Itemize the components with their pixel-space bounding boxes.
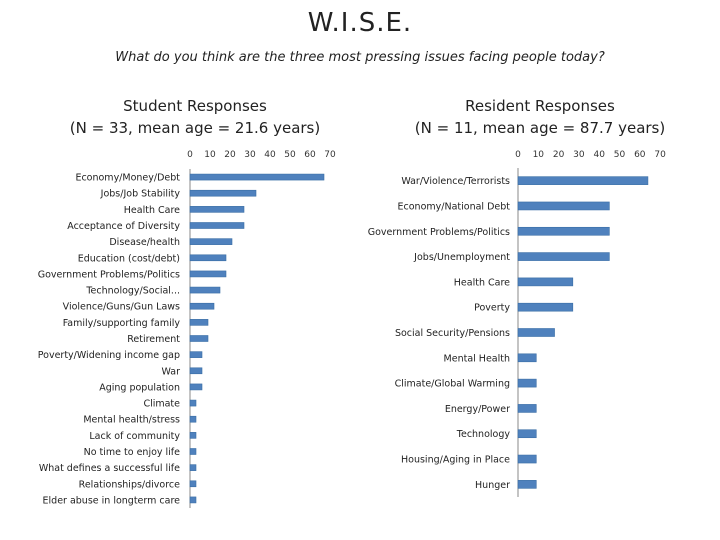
resident-chart-subtitle: (N = 11, mean age = 87.7 years) [414,119,666,137]
student-category-label: Climate [143,399,180,410]
resident-bar [517,176,649,185]
student-tick-label: 10 [204,150,216,160]
student-category-label: Violence/Guns/Gun Laws [63,302,180,313]
student-category-label: Poverty/Widening income gap [38,350,180,361]
resident-bar [517,378,537,388]
student-tick-label: 70 [324,150,336,160]
resident-bar [517,302,574,312]
student-bar [189,383,203,391]
resident-category-label: Social Security/Pensions [395,328,510,339]
resident-category-label: Hunger [475,480,510,491]
student-category-label: Government Problems/Politics [38,269,180,280]
resident-tick-label: 40 [593,150,605,160]
student-category-label: Family/supporting family [63,318,181,329]
resident-tick-label: 30 [573,150,585,160]
student-bar [189,335,209,342]
resident-category-label: War/Violence/Terrorists [401,176,510,187]
student-bar [189,302,215,310]
student-category-label: Mental health/stress [83,415,180,426]
student-category-label: Relationships/divorce [79,479,180,490]
survey-question: What do you think are the three most pre… [115,50,605,65]
resident-tick-label: 0 [515,150,521,160]
resident-bar [517,277,574,287]
resident-bar [517,429,537,439]
resident-bar [517,226,610,236]
student-chart-title: Student Responses [123,97,267,115]
student-bar [189,415,197,423]
student-category-label: Jobs/Job Stability [100,189,181,200]
resident-bar [517,328,555,337]
resident-category-label: Mental Health [444,353,510,364]
resident-tick-label: 10 [533,150,545,160]
student-bar [189,189,257,197]
student-category-label: Education (cost/debt) [78,253,180,264]
student-category-label: Aging population [99,382,180,393]
resident-tick-label: 50 [614,150,626,160]
resident-bar [517,454,537,464]
resident-category-label: Housing/Aging in Place [401,455,510,466]
resident-chart-title: Resident Responses [465,97,615,115]
student-category-label: Technology/Social... [85,286,180,297]
student-bar [189,319,209,326]
resident-chart-heading: Resident Responses (N = 11, mean age = 8… [380,95,700,139]
resident-tick-label: 60 [634,150,646,160]
student-category-label: Economy/Money/Debt [75,173,180,184]
student-category-label: No time to enjoy life [84,447,181,458]
student-tick-label: 60 [304,150,316,160]
resident-category-label: Technology [456,429,511,440]
student-category-label: Lack of community [89,431,180,442]
student-category-label: Elder abuse in longterm care [43,495,181,506]
resident-bar [517,252,610,261]
student-bar [189,351,203,358]
resident-category-label: Health Care [454,277,510,288]
student-tick-label: 50 [284,150,296,160]
resident-bar [517,480,537,489]
student-bar [189,367,203,375]
student-chart-subtitle: (N = 33, mean age = 21.6 years) [69,119,321,137]
resident-category-label: Poverty [474,303,510,314]
student-category-label: Disease/health [109,237,180,248]
student-bar [189,254,227,262]
student-bar [189,432,197,439]
student-category-label: Retirement [127,334,180,345]
resident-bar [517,201,610,211]
resident-category-label: Economy/National Debt [398,201,511,212]
student-bar [189,448,197,455]
resident-tick-label: 20 [553,150,565,160]
student-bar [189,270,227,278]
student-category-label: War [161,366,180,377]
resident-bar [517,353,537,363]
student-bar [189,496,197,504]
student-category-label: What defines a successful life [39,463,180,474]
student-category-label: Health Care [124,205,180,216]
resident-category-label: Jobs/Unemployment [413,252,510,263]
student-category-label: Acceptance of Diversity [67,221,180,232]
resident-category-label: Government Problems/Politics [368,227,510,238]
resident-bar [517,404,537,413]
student-tick-label: 40 [264,150,276,160]
student-chart-heading: Student Responses (N = 33, mean age = 21… [40,95,350,139]
page-title: W.I.S.E. [307,8,413,38]
student-tick-label: 20 [224,150,236,160]
student-bar [189,464,197,471]
student-bar [189,238,233,245]
student-bar [189,222,245,229]
student-bar [189,206,245,213]
student-bar [189,286,221,294]
student-bar [189,173,325,181]
resident-category-label: Climate/Global Warming [395,379,510,390]
resident-tick-label: 70 [654,150,666,160]
student-tick-label: 0 [187,150,193,160]
student-bar [189,399,197,407]
resident-category-label: Energy/Power [445,404,510,415]
student-tick-label: 30 [244,150,256,160]
student-bar [189,480,197,488]
